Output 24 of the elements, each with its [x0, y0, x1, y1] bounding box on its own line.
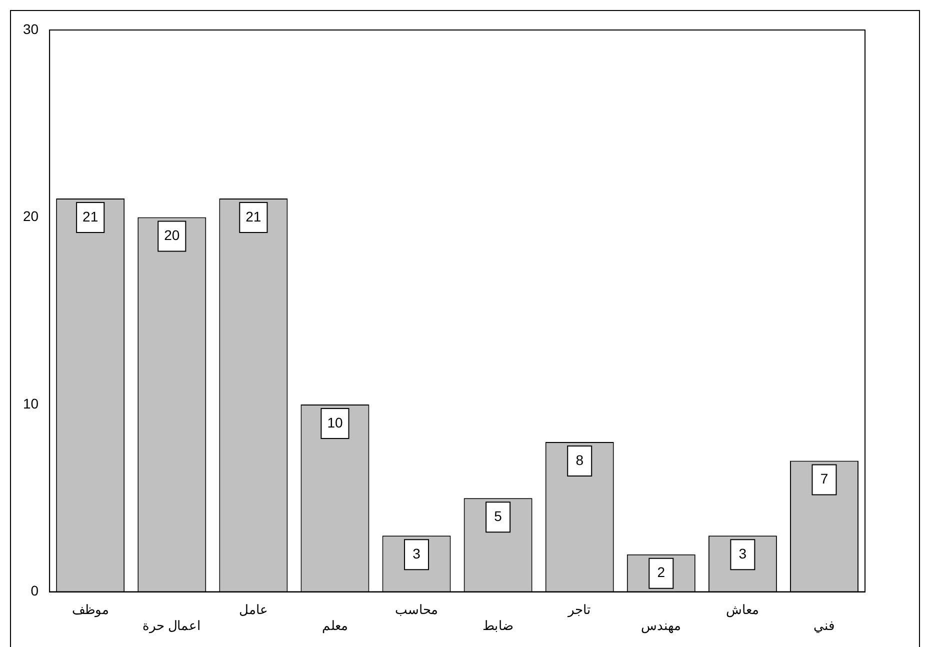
- data-label: 20: [164, 227, 180, 244]
- y-tick-label: 10: [22, 395, 39, 412]
- x-tick-label: فني: [814, 618, 835, 633]
- y-tick-label: 20: [22, 208, 39, 224]
- x-tick-label: موظف: [72, 602, 109, 618]
- y-tick-label: 0: [30, 582, 39, 599]
- x-tick-label: معاش: [726, 602, 760, 618]
- x-tick-label: عامل: [238, 602, 268, 618]
- data-label: 21: [246, 208, 262, 224]
- x-tick-label: معلم: [322, 618, 348, 634]
- data-label: 7: [820, 470, 828, 487]
- x-tick-label: اعمال حرة: [142, 618, 202, 634]
- y-tick-label: 30: [22, 20, 39, 37]
- x-tick-label: مهندس: [641, 618, 682, 634]
- data-label: 3: [738, 545, 747, 562]
- data-label: 21: [82, 208, 98, 224]
- data-label: 5: [494, 508, 502, 524]
- data-label: 10: [327, 414, 343, 430]
- x-tick-label: تاجر: [567, 602, 592, 618]
- data-label: 3: [412, 545, 421, 562]
- x-tick-label: ضابط: [482, 618, 514, 633]
- data-label: 8: [576, 452, 584, 468]
- data-label: 2: [657, 564, 666, 580]
- x-tick-label: محاسب: [395, 602, 438, 618]
